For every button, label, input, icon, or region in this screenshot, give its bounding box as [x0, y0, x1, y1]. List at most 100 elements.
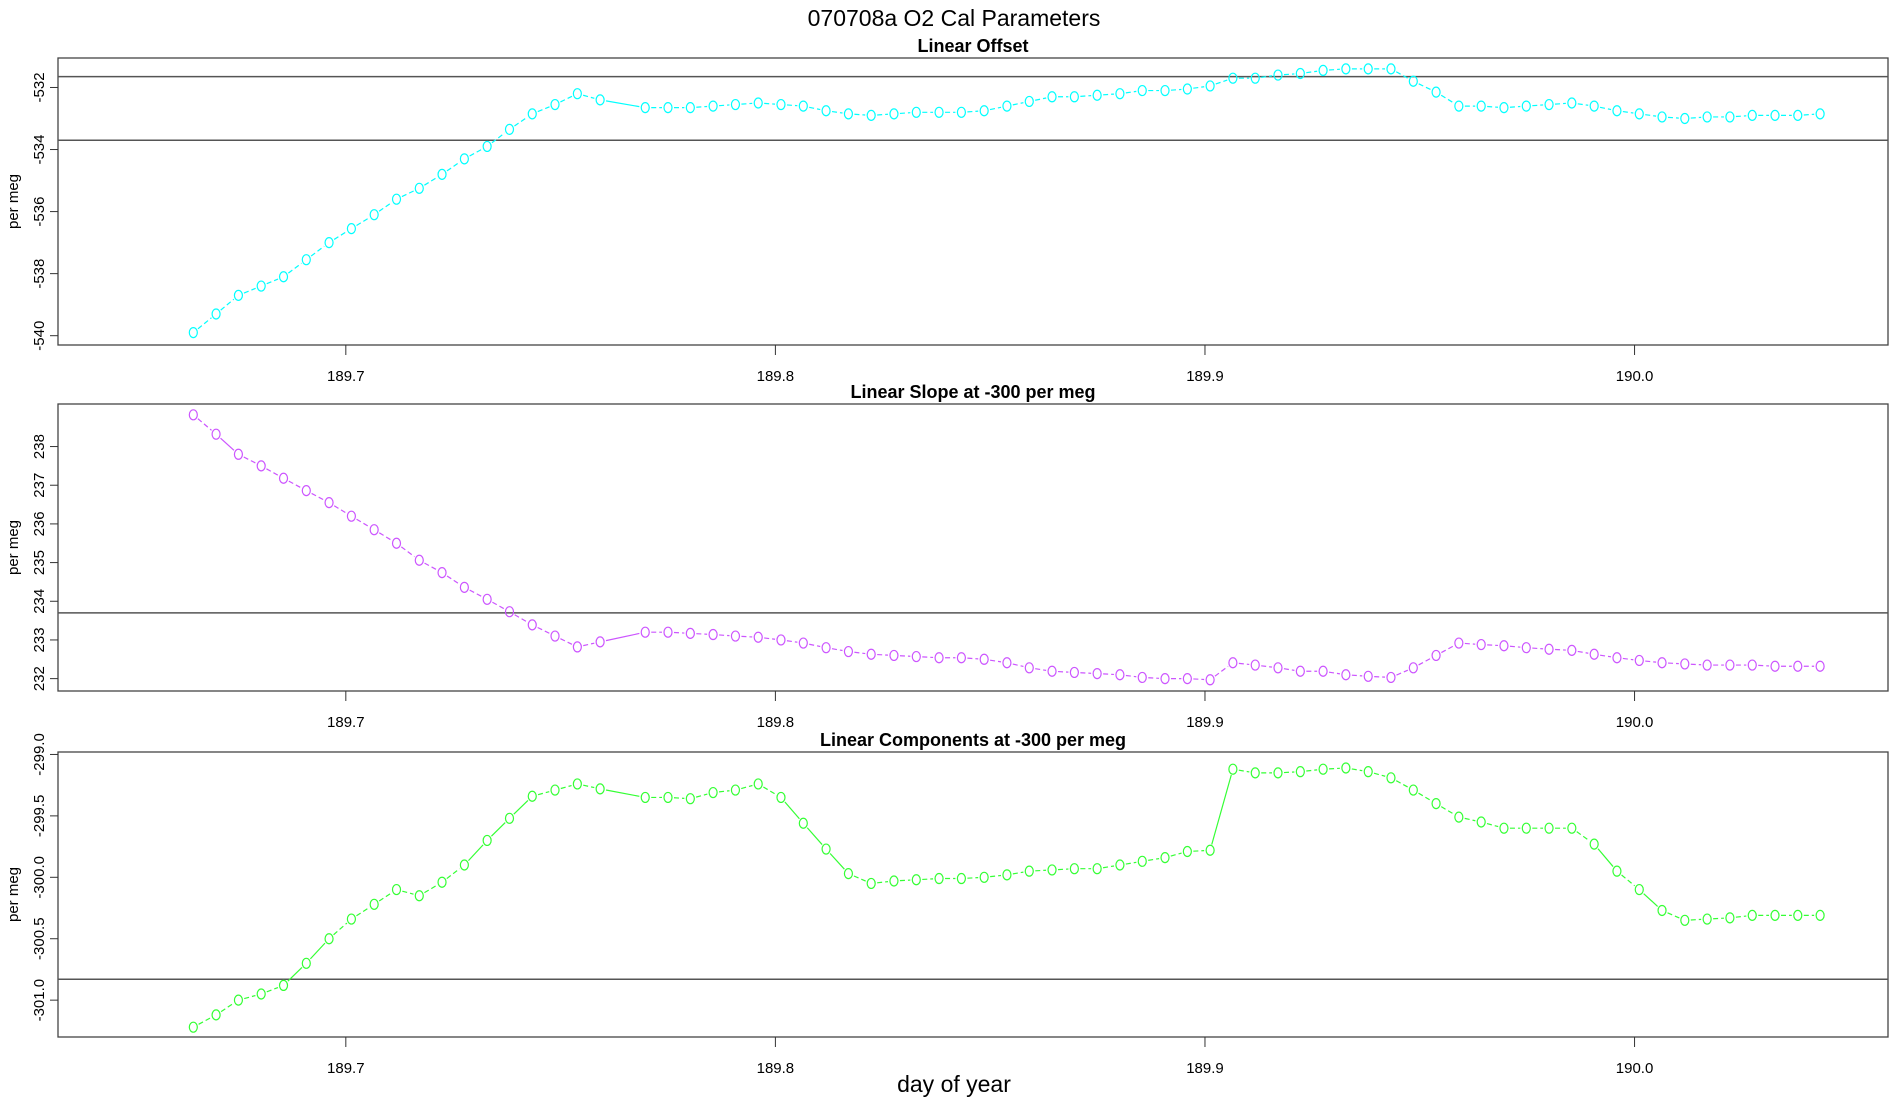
data-point: [211, 1009, 221, 1021]
data-point: [572, 88, 582, 100]
data-point: [369, 524, 379, 536]
x-tick-label: 189.9: [1186, 368, 1224, 385]
data-point: [1770, 660, 1780, 672]
data-point: [1341, 63, 1351, 75]
series-segment: [378, 532, 392, 541]
data-point: [1024, 95, 1034, 108]
data-point: [233, 448, 244, 460]
series-segment: [1599, 106, 1612, 111]
y-tick-label: 232: [31, 666, 48, 691]
y-tick-label: -534: [31, 135, 48, 165]
panel-title: Linear Components at -300 per meg: [820, 730, 1126, 750]
data-point: [663, 791, 673, 804]
series-segment: [1555, 102, 1566, 105]
y-tick-label: -540: [31, 321, 48, 351]
series-segment: [1193, 849, 1205, 852]
data-point: [1137, 855, 1147, 867]
data-point: [1634, 108, 1644, 120]
series-segment: [266, 278, 279, 285]
series-segment: [446, 868, 460, 880]
series-segment: [1577, 650, 1589, 654]
series-segment: [1532, 647, 1544, 650]
series-segment: [605, 789, 640, 797]
series-segment: [1058, 670, 1069, 673]
data-point: [527, 108, 537, 120]
data-point: [1725, 111, 1735, 123]
x-tick-label: 190.0: [1616, 1060, 1654, 1077]
data-point: [233, 289, 244, 301]
data-point: [685, 793, 695, 805]
data-point: [1567, 644, 1577, 656]
data-point: [1318, 64, 1328, 77]
data-point: [911, 106, 921, 118]
data-point: [1318, 763, 1328, 775]
series-segment: [491, 132, 506, 144]
series-segment: [1441, 645, 1454, 654]
data-point: [1047, 665, 1057, 677]
data-point: [776, 791, 786, 804]
data-point: [1476, 816, 1486, 828]
series-segment: [1667, 912, 1680, 919]
series-segment: [899, 112, 911, 115]
series-segment: [514, 116, 528, 127]
data-point: [324, 933, 334, 945]
series-segment: [1125, 861, 1137, 865]
series-segment: [356, 518, 370, 528]
data-point: [1137, 671, 1147, 684]
series-segment: [696, 105, 708, 108]
data-point: [1115, 669, 1125, 681]
data-point: [730, 98, 741, 111]
x-tick-label: 189.7: [327, 1060, 365, 1077]
series-segment: [1238, 769, 1250, 773]
series-segment: [378, 892, 392, 902]
y-tick-label: 234: [31, 589, 48, 614]
data-point: [459, 859, 469, 871]
series-segment: [1261, 75, 1273, 78]
data-point: [1747, 909, 1757, 921]
data-point: [1273, 69, 1283, 81]
series-segment: [1329, 767, 1340, 770]
series-segment: [1735, 915, 1747, 918]
series-segment: [490, 822, 506, 837]
data-point: [1702, 913, 1712, 925]
series-segment: [243, 287, 256, 294]
series-segment: [1395, 71, 1409, 79]
data-point: [1454, 811, 1464, 823]
series-segment: [967, 110, 979, 113]
series-segment: [1440, 806, 1454, 815]
data-point: [1793, 109, 1803, 122]
series-segment: [1597, 848, 1614, 867]
series-segment: [741, 784, 753, 790]
data-point: [188, 1021, 198, 1033]
data-point: [1341, 762, 1351, 774]
series-segment: [1103, 673, 1114, 676]
data-point: [1725, 659, 1735, 671]
data-point: [1182, 673, 1192, 685]
data-point: [1634, 883, 1644, 896]
data-point: [1431, 86, 1441, 98]
series-segment: [1576, 831, 1590, 842]
series-segment: [1758, 664, 1770, 667]
data-point: [753, 631, 763, 643]
data-point: [346, 510, 357, 522]
series-segment: [829, 853, 845, 870]
series-segment: [424, 176, 438, 186]
data-point: [414, 182, 424, 194]
series-segment: [583, 642, 595, 647]
series-segment: [831, 648, 843, 652]
data-point: [1476, 638, 1486, 651]
series-segment: [220, 1002, 234, 1013]
series-segment: [1373, 772, 1386, 777]
series-segment: [1170, 88, 1182, 91]
data-point: [324, 237, 334, 249]
data-point: [956, 652, 967, 664]
series-segment: [719, 790, 730, 793]
data-point: [1295, 766, 1305, 778]
data-point: [1182, 83, 1192, 95]
data-point: [911, 650, 921, 663]
data-point: [572, 778, 582, 790]
series-segment: [899, 879, 911, 882]
y-axis-label: per meg: [5, 520, 22, 575]
panel-1: Linear Offset 189.7 189.8 189.9 190.0 -540 -53…: [5, 36, 1889, 385]
